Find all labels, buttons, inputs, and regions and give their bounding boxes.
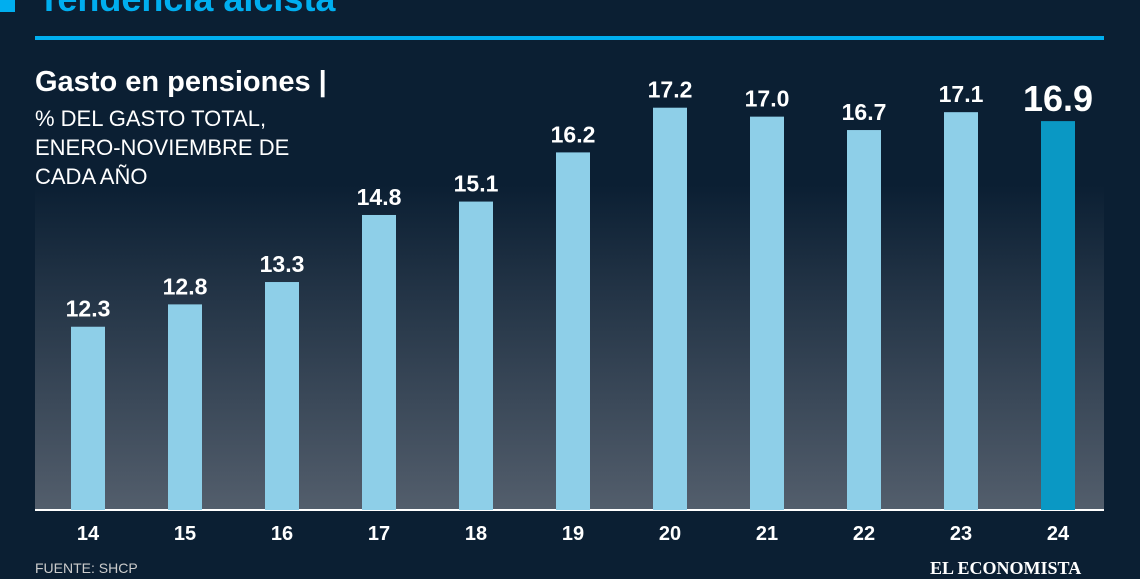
data-label-18: 15.1 xyxy=(454,171,499,197)
brand-logo: EL ECONOMISTA xyxy=(930,558,1082,578)
bar-14 xyxy=(71,326,105,510)
bar-21 xyxy=(750,116,784,510)
data-label-14: 12.3 xyxy=(66,296,111,322)
x-tick-19: 19 xyxy=(562,523,584,545)
x-tick-16: 16 xyxy=(271,523,293,545)
bar-15 xyxy=(168,304,202,510)
bar-20 xyxy=(653,107,687,510)
data-label-20: 17.2 xyxy=(648,77,693,103)
bar-16 xyxy=(265,282,299,510)
data-label-22: 16.7 xyxy=(842,99,887,125)
x-tick-20: 20 xyxy=(659,523,681,545)
data-label-23: 17.1 xyxy=(939,81,984,107)
x-tick-18: 18 xyxy=(465,523,487,545)
data-label-21: 17.0 xyxy=(745,86,790,112)
bar-17 xyxy=(362,214,396,511)
x-tick-21: 21 xyxy=(756,523,778,545)
bar-18 xyxy=(459,201,493,510)
bar-24 xyxy=(1041,121,1075,511)
x-tick-17: 17 xyxy=(368,523,390,545)
x-tick-14: 14 xyxy=(77,523,100,545)
chart-title: Gasto en pensiones | xyxy=(35,66,327,98)
data-label-24: 16.9 xyxy=(1023,78,1093,119)
data-label-17: 14.8 xyxy=(357,184,402,210)
header-title: Tendencia alcista xyxy=(38,0,335,20)
x-tick-23: 23 xyxy=(950,523,972,545)
header-rule xyxy=(35,36,1104,40)
data-label-19: 16.2 xyxy=(551,121,596,147)
data-label-16: 13.3 xyxy=(260,251,305,277)
bar-22 xyxy=(847,130,881,511)
bar-23 xyxy=(944,112,978,511)
chart-subtitle: % DEL GASTO TOTAL, ENERO-NOVIEMBRE DE CA… xyxy=(35,106,290,189)
x-tick-24: 24 xyxy=(1047,523,1070,545)
data-label-15: 12.8 xyxy=(163,273,208,299)
source-note: FUENTE: SHCP xyxy=(35,560,138,576)
header-marker xyxy=(0,0,15,12)
bar-19 xyxy=(556,152,590,510)
x-tick-22: 22 xyxy=(853,523,875,545)
x-tick-15: 15 xyxy=(174,523,196,545)
